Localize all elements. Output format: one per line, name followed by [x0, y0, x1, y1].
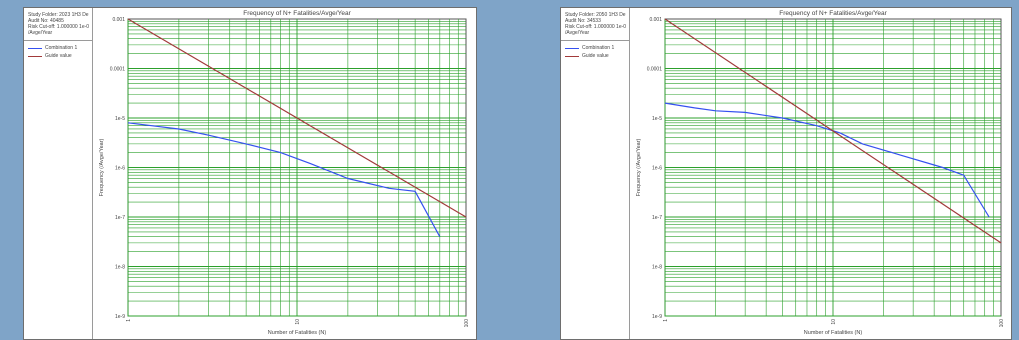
legend-swatch — [565, 55, 579, 57]
legend-item-combination: Combination 1 — [28, 45, 89, 51]
audit-no-text: Audit No: 34533 — [565, 18, 601, 24]
risk-cutoff-text: Risk Cut-off: 1.000000 1e-009 — [28, 24, 89, 30]
y-tick-label: 0.0001 — [647, 67, 663, 73]
legend-item-guide: Guide value — [28, 53, 89, 59]
fn-curve-chart-left: 0.001 0.0001 1e-5 1e-6 1e-7 1e-8 1e-91 10 100 Fre… — [99, 10, 470, 336]
y-tick-label: 1e-6 — [652, 166, 662, 172]
y-tick-label: 0.0001 — [110, 67, 126, 73]
x-tick-label: 100 — [999, 319, 1005, 328]
guide-value-series-line — [127, 18, 467, 218]
legend-label: Guide value — [582, 53, 609, 59]
divider — [561, 40, 629, 41]
legend-item-guide: Guide value — [565, 53, 626, 59]
risk-cutoff-text: Risk Cut-off: 1.000000 1e-009 — [565, 24, 626, 30]
x-axis-label: Number of Fatalities (N) — [268, 330, 327, 336]
x-tick-label: 100 — [464, 319, 470, 328]
info-sidebar: Study Folder: 2050 1H3 De Valgen Audit N… — [561, 8, 630, 339]
combination-1-series-line — [127, 122, 441, 237]
gridlines — [127, 19, 466, 317]
legend-label: Combination 1 — [582, 45, 615, 51]
chart-panel-left: Study Folder: 2023 1H3 De Valgen Audit N… — [23, 7, 477, 340]
y-axis-label: Frequency (/Avge/Year) — [636, 138, 642, 196]
divider — [24, 40, 92, 41]
combination-1-series-line — [664, 102, 990, 218]
chart-title: Frequency of N+ Fatalities/Avge/Year — [779, 10, 887, 17]
y-tick-label: 1e-8 — [652, 265, 662, 271]
y-axis-label: Frequency (/Avge/Year) — [99, 138, 105, 196]
y-tick-label: 1e-8 — [115, 265, 125, 271]
chart-title: Frequency of N+ Fatalities/Avge/Year — [243, 10, 351, 17]
unit-text: /Avge/Year — [565, 30, 590, 36]
legend-swatch — [28, 55, 42, 57]
x-tick-label: 1 — [663, 319, 669, 322]
legend-label: Combination 1 — [45, 45, 78, 51]
legend-swatch — [565, 47, 579, 49]
x-tick-label: 1 — [126, 319, 132, 322]
guide-value-series-line — [664, 18, 1002, 244]
y-tick-label: 1e-6 — [115, 166, 125, 172]
y-tick-label: 1e-9 — [652, 314, 662, 320]
legend-label: Guide value — [45, 53, 72, 59]
gridlines — [664, 19, 1001, 317]
fn-curve-chart-right: 0.001 0.0001 1e-5 1e-6 1e-7 1e-8 1e-91 10 100 Fre… — [636, 10, 1005, 336]
unit-text: /Avge/Year — [28, 30, 53, 36]
legend-item-combination: Combination 1 — [565, 45, 626, 51]
y-tick-label: 1e-5 — [115, 116, 125, 122]
x-tick-label: 10 — [831, 319, 837, 325]
y-tick-label: 1e-9 — [115, 314, 125, 320]
y-tick-label: 0.001 — [649, 17, 662, 23]
y-tick-label: 1e-5 — [652, 116, 662, 122]
y-tick-label: 1e-7 — [115, 215, 125, 221]
audit-no-text: Audit No: 40485 — [28, 18, 64, 24]
y-tick-label: 1e-7 — [652, 215, 662, 221]
legend-swatch — [28, 47, 42, 49]
study-folder-text: Study Folder: 2023 1H3 De Valgen — [28, 12, 89, 18]
x-axis-label: Number of Fatalities (N) — [804, 330, 863, 336]
info-sidebar: Study Folder: 2023 1H3 De Valgen Audit N… — [24, 8, 93, 339]
chart-panel-right: Study Folder: 2050 1H3 De Valgen Audit N… — [560, 7, 1012, 340]
y-tick-label: 0.001 — [112, 17, 125, 23]
x-tick-label: 10 — [295, 319, 301, 325]
study-folder-text: Study Folder: 2050 1H3 De Valgen — [565, 12, 626, 18]
